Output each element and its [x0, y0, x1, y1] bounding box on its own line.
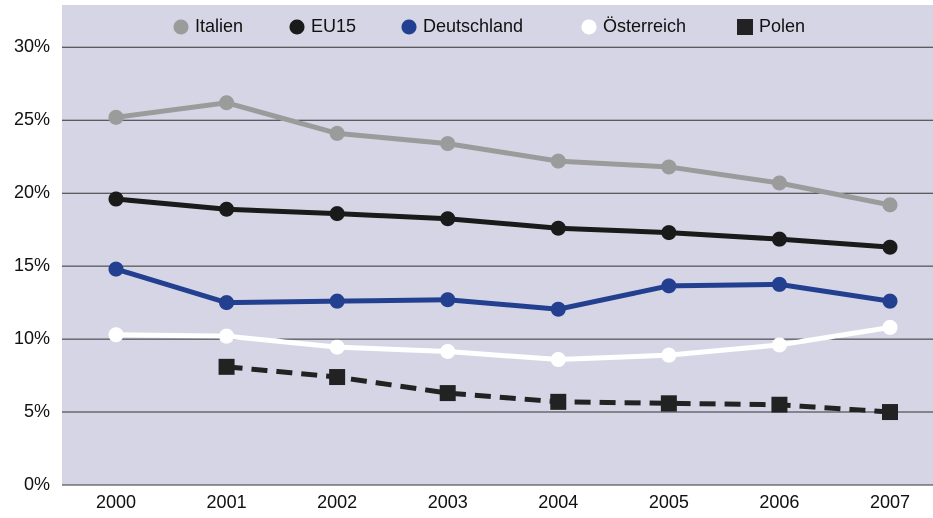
y-tick-label: 30%: [14, 36, 50, 56]
data-point: [329, 369, 346, 386]
x-tick-label: 2003: [428, 492, 468, 512]
x-tick-label: 2000: [96, 492, 136, 512]
legend-label: Italien: [195, 16, 243, 36]
data-point: [219, 328, 235, 344]
data-point: [219, 295, 235, 311]
y-tick-label: 0%: [24, 474, 50, 494]
y-tick-label: 15%: [14, 255, 50, 275]
x-tick-label: 2004: [538, 492, 578, 512]
data-point: [660, 395, 677, 412]
legend-marker: [737, 19, 753, 35]
data-point: [329, 125, 345, 141]
data-point: [661, 278, 677, 294]
data-point: [882, 404, 898, 421]
data-point: [882, 197, 898, 213]
data-point: [661, 159, 677, 175]
data-point: [661, 347, 677, 363]
x-tick-label: 2005: [649, 492, 689, 512]
data-point: [771, 175, 787, 191]
data-point: [771, 396, 788, 413]
series-line: [115, 100, 891, 208]
data-point: [108, 191, 124, 207]
data-point: [329, 339, 345, 355]
data-point: [550, 393, 567, 410]
data-point: [440, 292, 456, 308]
series-line: [115, 266, 891, 312]
legend-label: Polen: [759, 16, 805, 36]
legend-marker: [401, 19, 417, 35]
data-point: [219, 95, 235, 111]
data-point: [440, 211, 456, 227]
data-point: [439, 385, 456, 402]
plot-area: [62, 5, 933, 485]
data-point: [108, 327, 124, 343]
data-point: [550, 352, 566, 368]
data-point: [550, 153, 566, 169]
y-tick-label: 10%: [14, 328, 50, 348]
x-tick-label: 2007: [870, 492, 910, 512]
y-tick-label: 5%: [24, 401, 50, 421]
data-point: [108, 109, 124, 125]
data-point: [218, 358, 235, 375]
data-point: [882, 293, 898, 309]
data-point: [771, 337, 787, 353]
legend-label: Deutschland: [423, 16, 523, 36]
x-tick-label: 2002: [317, 492, 357, 512]
legend-marker: [289, 19, 305, 35]
data-point: [550, 301, 566, 317]
data-point: [882, 319, 898, 335]
data-point: [440, 344, 456, 360]
legend-label: Österreich: [603, 16, 686, 36]
data-point: [329, 206, 345, 222]
data-point: [882, 239, 898, 255]
legend-marker: [173, 19, 189, 35]
data-point: [771, 276, 787, 292]
data-point: [661, 225, 677, 241]
x-tick-label: 2001: [207, 492, 247, 512]
legend-label: EU15: [311, 16, 356, 36]
series-line: [115, 196, 891, 250]
legend-marker: [581, 19, 597, 35]
data-point: [550, 220, 566, 236]
x-tick-label: 2006: [759, 492, 799, 512]
data-point: [440, 136, 456, 152]
series-line: [115, 324, 891, 363]
data-point: [771, 231, 787, 247]
y-tick-label: 20%: [14, 182, 50, 202]
data-point: [329, 293, 345, 309]
y-tick-label: 25%: [14, 109, 50, 129]
data-point: [108, 261, 124, 277]
data-point: [219, 201, 235, 217]
